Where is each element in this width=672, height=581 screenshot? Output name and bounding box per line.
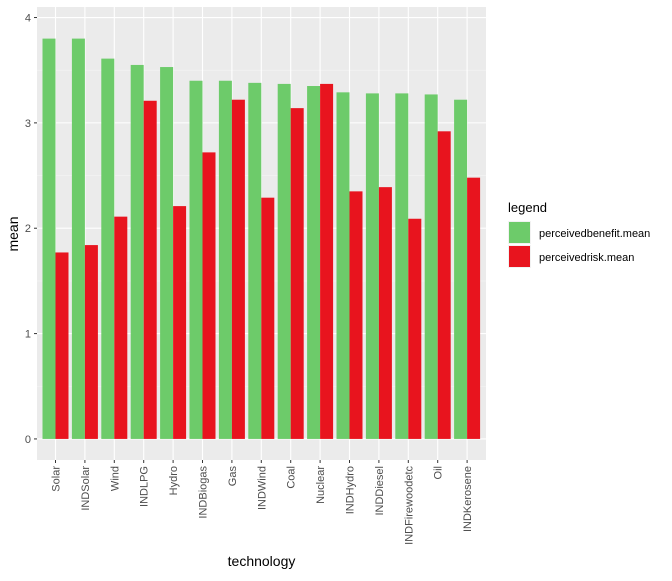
x-tick-label: Hydro: [168, 466, 180, 495]
bar-risk-nuclear: [320, 83, 334, 439]
x-tick-label: Solar: [51, 466, 63, 492]
legend-label: perceivedrisk.mean: [539, 252, 634, 264]
bar-risk-solar: [55, 252, 69, 439]
x-tick-label: INDBiogas: [198, 466, 210, 519]
x-tick-label: Gas: [227, 466, 239, 487]
x-tick-label: INDDiesel: [374, 466, 386, 516]
x-tick-label: Coal: [286, 466, 298, 489]
bar-benefit-indfirewoodetc: [395, 93, 409, 439]
bar-risk-gas: [231, 99, 245, 439]
bar-risk-oil: [437, 131, 451, 439]
x-tick-label: Wind: [109, 466, 121, 491]
y-tick-label: 2: [25, 223, 31, 235]
bar-risk-indlpg: [143, 100, 157, 439]
y-tick-label: 0: [25, 434, 31, 446]
legend-swatch: [509, 246, 530, 267]
bar-risk-indhydro: [349, 191, 363, 439]
bar-risk-coal: [290, 108, 304, 439]
legend: legend perceivedbenefit.mean perceivedris…: [508, 200, 650, 268]
x-tick-label: INDWind: [256, 466, 268, 510]
bars: [42, 38, 481, 439]
bar-benefit-wind: [101, 58, 115, 439]
bar-benefit-indhydro: [336, 92, 350, 439]
bar-benefit-nuclear: [307, 86, 321, 439]
legend-items: perceivedbenefit.mean perceivedrisk.mean: [508, 221, 650, 268]
bar-risk-wind: [114, 216, 128, 439]
bar-benefit-indlpg: [130, 64, 144, 439]
bar-risk-indbiogas: [202, 152, 216, 439]
x-axis: Solar INDSolar Wind INDLPG Hydro INDBiogas Gas…: [51, 460, 474, 545]
legend-label: perceivedbenefit.mean: [539, 228, 650, 240]
x-tick-label: INDLPG: [139, 466, 151, 507]
bar-benefit-indsolar: [71, 38, 85, 439]
bar-benefit-indkerosene: [454, 99, 468, 439]
y-axis-title: mean: [5, 216, 21, 251]
bar-benefit-inddiesel: [365, 93, 379, 439]
bar-risk-indfirewoodetc: [408, 218, 422, 439]
bar-benefit-hydro: [160, 67, 174, 439]
bar-risk-inddiesel: [378, 187, 392, 439]
bar-benefit-gas: [218, 80, 232, 439]
bar-risk-indsolar: [84, 245, 98, 439]
x-tick-label: INDSolar: [80, 466, 92, 511]
y-tick-label: 3: [25, 118, 31, 130]
x-tick-label: INDHydro: [345, 466, 357, 514]
y-tick-label: 1: [25, 329, 31, 341]
x-tick-label: INDKerosene: [462, 466, 474, 532]
legend-title: legend: [508, 200, 547, 215]
bar-benefit-indbiogas: [189, 80, 203, 439]
x-tick-label: Oil: [433, 466, 445, 479]
bar-benefit-indwind: [248, 82, 262, 439]
bar-benefit-coal: [277, 83, 291, 439]
bar-benefit-solar: [42, 38, 56, 439]
x-tick-label: Nuclear: [315, 466, 327, 504]
bar-risk-indkerosene: [467, 177, 481, 439]
bar-risk-hydro: [173, 206, 187, 439]
legend-swatch: [509, 222, 530, 243]
bar-benefit-oil: [424, 94, 438, 439]
x-tick-label: INDFirewoodetc: [403, 466, 415, 545]
bar-risk-indwind: [261, 197, 275, 439]
x-axis-title: technology: [228, 553, 296, 569]
y-tick-label: 4: [25, 13, 31, 25]
y-axis: 0 1 2 3 4: [25, 13, 37, 446]
